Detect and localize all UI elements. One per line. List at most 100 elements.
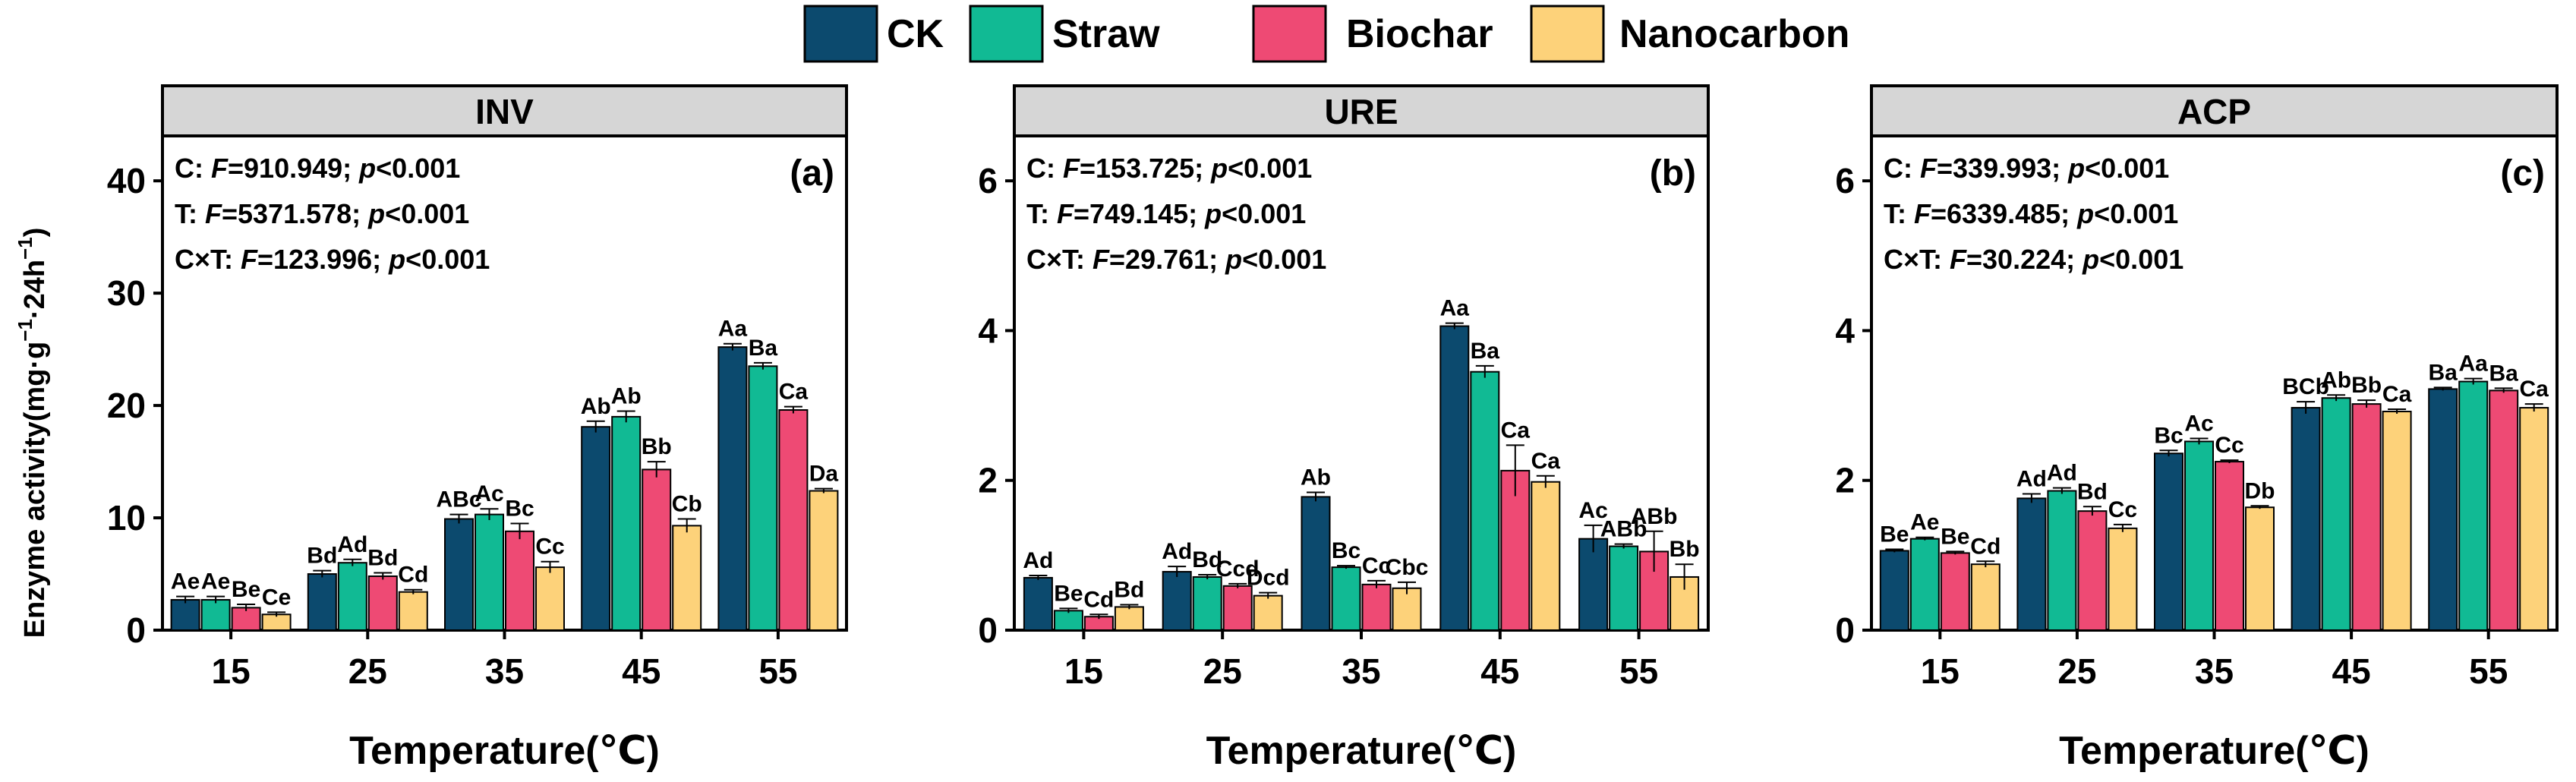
sig-label-acp: Be (1941, 524, 1969, 549)
panel-title-inv: INV (475, 92, 534, 131)
sig-label-ure: Aa (1440, 296, 1470, 321)
x-tick-label-acp: 45 (2332, 651, 2371, 691)
sig-label-ure: Ca (1531, 449, 1561, 474)
bar-inv-biochar-45 (642, 468, 672, 631)
y-tick-label-inv: 30 (107, 273, 146, 313)
x-tick-label-inv: 25 (348, 651, 387, 691)
legend-label-ck: CK (887, 12, 944, 56)
sig-label-inv: Bd (307, 544, 337, 569)
y-tick-label-ure: 2 (978, 461, 998, 500)
y-tick-label-inv: 10 (107, 498, 146, 538)
stat-line-inv: T: F=5371.578; p<0.001 (175, 198, 469, 229)
sig-label-inv: Ac (475, 481, 503, 506)
sig-label-acp: Ba (2429, 360, 2458, 385)
bar-inv-biochar-35 (505, 530, 534, 631)
x-tick-label-ure: 55 (1619, 651, 1658, 691)
sig-label-acp: Be (1880, 522, 1909, 547)
sig-label-inv: Ba (749, 336, 778, 361)
x-tick-label-acp: 55 (2469, 651, 2508, 691)
sig-label-ure: Ad (1162, 539, 1192, 564)
y-axis-label-main: Enzyme activity(mg·g (19, 342, 51, 639)
panel-header-inv (161, 84, 848, 137)
stat-line-acp: T: F=6339.485; p<0.001 (1884, 198, 2178, 229)
bar-acp-ck-35 (2154, 452, 2183, 632)
stat-line-ure: C×T: F=29.761; p<0.001 (1026, 244, 1326, 275)
bar-acp-straw-35 (2184, 440, 2214, 631)
x-tick-label-inv: 45 (622, 651, 661, 691)
sig-label-inv: Aa (718, 317, 748, 342)
stat-line-inv: C×T: F=123.996; p<0.001 (175, 244, 490, 275)
sig-label-ure: Bb (1670, 537, 1700, 562)
y-tick-label-acp: 2 (1835, 461, 1855, 500)
sig-label-acp: Cd (1970, 534, 2001, 559)
sig-label-inv: Be (232, 577, 260, 602)
sig-label-acp: Bc (2154, 423, 2183, 448)
y-axis-label: Enzyme activity(mg·g−1·24h−1) (14, 228, 51, 639)
bar-ure-nanocarbon-45 (1531, 481, 1561, 632)
y-axis-label-mid: ·24h (19, 260, 51, 319)
sig-label-acp: Ac (2184, 411, 2213, 436)
bar-acp-biochar-55 (2489, 389, 2519, 631)
x-tick-label-inv: 35 (485, 651, 524, 691)
bar-acp-straw-55 (2458, 380, 2489, 631)
bar-ure-straw-45 (1470, 371, 1500, 631)
sig-label-ure: Bc (1332, 538, 1361, 563)
bar-ure-ck-35 (1301, 496, 1331, 631)
sig-label-acp: Cc (2215, 433, 2243, 458)
panel-title-ure: URE (1324, 92, 1398, 131)
sig-label-inv: Ce (262, 585, 291, 610)
legend-label-straw: Straw (1052, 12, 1160, 56)
bar-inv-straw-35 (475, 513, 504, 631)
bar-ure-biochar-25 (1222, 585, 1253, 632)
sig-label-ure: Ad (1023, 548, 1053, 573)
bar-acp-nanocarbon-25 (2108, 527, 2138, 632)
sig-label-inv: Ae (171, 569, 200, 594)
panel-label-acp: (c) (2500, 153, 2545, 194)
x-tick-label-acp: 35 (2195, 651, 2234, 691)
sig-label-ure: Cc (1362, 553, 1391, 579)
y-tick-label-ure: 4 (978, 311, 998, 350)
sig-label-ure: Ab (1301, 465, 1331, 490)
y-tick-label-acp: 6 (1835, 161, 1855, 200)
x-axis-label-acp: Temperature(℃) (2059, 729, 2369, 773)
legend-label-nanocarbon: Nanocarbon (1619, 12, 1849, 56)
x-tick-label-ure: 35 (1342, 651, 1380, 691)
y-tick-label-acp: 0 (1835, 610, 1855, 650)
bar-ure-straw-55 (1609, 545, 1639, 632)
panel-label-ure: (b) (1650, 153, 1696, 194)
bar-inv-nanocarbon-55 (809, 490, 839, 632)
sig-label-inv: Ab (581, 394, 611, 419)
stat-line-inv: C: F=910.949; p<0.001 (175, 153, 460, 184)
sig-label-ure: Ba (1471, 339, 1500, 364)
bar-inv-straw-25 (337, 562, 367, 632)
bar-ure-nanocarbon-25 (1253, 594, 1283, 631)
y-tick-label-inv: 40 (107, 161, 146, 200)
sig-label-ure: ABb (1631, 504, 1678, 529)
sig-label-acp: Ad (2016, 466, 2047, 491)
bar-inv-nanocarbon-25 (398, 591, 428, 631)
sig-label-acp: Bd (2077, 479, 2108, 504)
sig-label-ure: Cbc (1386, 555, 1429, 580)
sig-label-acp: Ba (2489, 361, 2519, 386)
x-tick-label-ure: 15 (1064, 651, 1103, 691)
sig-label-inv: Cd (398, 563, 428, 588)
bar-acp-biochar-15 (1940, 552, 1970, 631)
bar-inv-ck-25 (307, 573, 337, 631)
bar-ure-nanocarbon-35 (1392, 587, 1422, 631)
bar-acp-ck-25 (2016, 497, 2047, 632)
sig-label-ure: Dcd (1247, 566, 1290, 591)
x-tick-label-inv: 55 (758, 651, 797, 691)
x-tick-label-inv: 15 (212, 651, 251, 691)
bar-acp-biochar-35 (2215, 461, 2244, 631)
sig-label-ure: Ac (1578, 498, 1607, 523)
sig-label-acp: BCb (2282, 374, 2329, 399)
bar-inv-ck-15 (170, 599, 200, 631)
bar-acp-ck-55 (2428, 388, 2458, 632)
bar-ure-biochar-45 (1500, 469, 1531, 631)
x-tick-label-ure: 45 (1480, 651, 1519, 691)
sig-label-ure: Ccd (1216, 557, 1260, 582)
y-axis-label-end: ) (19, 228, 51, 238)
sig-label-inv: ABc (436, 487, 481, 512)
legend-swatch-nanocarbon (1530, 5, 1605, 63)
panel-title-acp: ACP (2177, 92, 2251, 131)
